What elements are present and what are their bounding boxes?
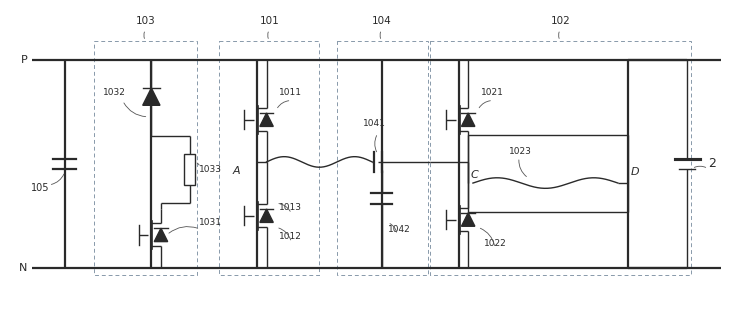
Text: D: D (630, 167, 639, 177)
Text: 1023: 1023 (509, 147, 532, 156)
Text: 1042: 1042 (387, 225, 411, 234)
Polygon shape (462, 213, 475, 226)
Text: 102: 102 (550, 16, 570, 26)
Polygon shape (260, 209, 273, 222)
Text: 2: 2 (708, 157, 716, 170)
Text: N: N (19, 263, 28, 273)
Text: 1041: 1041 (362, 119, 386, 128)
Text: 1022: 1022 (484, 239, 506, 248)
Bar (94, 41, 198, 275)
Bar (468, 135, 627, 212)
Text: 103: 103 (135, 16, 156, 26)
Bar (219, 41, 320, 275)
Text: C: C (470, 169, 478, 180)
Polygon shape (260, 113, 273, 126)
Text: P: P (21, 55, 28, 65)
Text: 1013: 1013 (279, 203, 302, 212)
Text: 101: 101 (259, 16, 279, 26)
Polygon shape (154, 228, 168, 242)
Text: 1031: 1031 (199, 218, 223, 227)
Text: 1011: 1011 (279, 88, 302, 97)
Text: A: A (233, 166, 241, 176)
Text: 1021: 1021 (481, 88, 504, 97)
Bar (184, 154, 195, 185)
Bar (337, 41, 428, 275)
Text: 1032: 1032 (102, 88, 126, 97)
Polygon shape (143, 88, 160, 105)
Text: 105: 105 (31, 183, 49, 193)
Text: 104: 104 (372, 16, 392, 26)
Text: 1012: 1012 (279, 232, 302, 241)
Polygon shape (462, 113, 475, 126)
Text: 1033: 1033 (199, 165, 223, 174)
Bar (429, 41, 691, 275)
